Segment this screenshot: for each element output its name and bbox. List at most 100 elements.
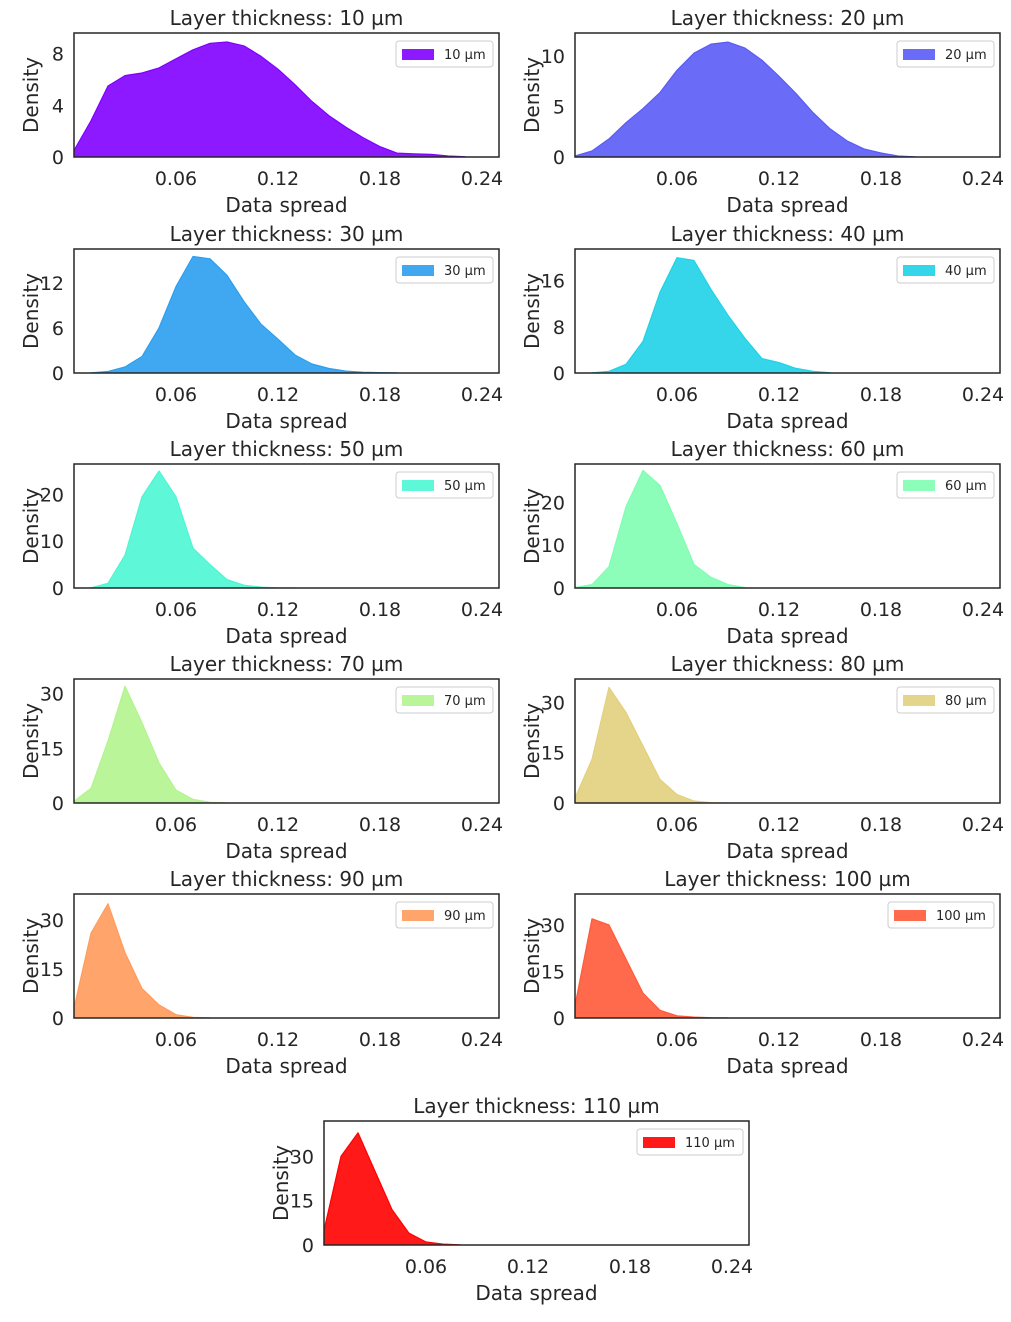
- x-tick-label: 0.06: [405, 1256, 447, 1278]
- density-area: [591, 257, 831, 373]
- x-tick-label: 0.18: [359, 599, 401, 621]
- chart-title: Layer thickness: 20 µm: [671, 6, 905, 30]
- density-area: [575, 918, 729, 1018]
- x-tick-label: 0.18: [860, 168, 902, 190]
- x-axis-label: Data spread: [726, 193, 848, 217]
- x-axis-label: Data spread: [475, 1281, 597, 1305]
- x-tick-label: 0.06: [155, 814, 197, 836]
- axes-frame: [73, 678, 500, 804]
- chart-panel: 0.06 0.12 0.18 0.24 0 15 30 Layer thickness: 11…: [269, 1094, 753, 1305]
- x-tick-label: 0.18: [359, 814, 401, 836]
- y-axis-label: Density: [19, 273, 43, 349]
- chart-title: Layer thickness: 100 µm: [664, 867, 910, 891]
- x-tick-label: 0.12: [758, 384, 800, 406]
- chart-title: Layer thickness: 80 µm: [671, 652, 905, 676]
- y-tick-label: 8: [52, 44, 64, 66]
- density-area: [74, 903, 211, 1018]
- chart-title: Layer thickness: 90 µm: [170, 867, 404, 891]
- x-axis-label: Data spread: [726, 409, 848, 433]
- legend-swatch: [402, 910, 434, 921]
- legend-box: [887, 901, 995, 929]
- y-tick-label: 10: [541, 535, 565, 557]
- y-tick-label: 0: [553, 363, 565, 385]
- legend-swatch: [402, 695, 434, 706]
- axes-frame: [73, 463, 500, 589]
- density-area: [575, 41, 916, 157]
- y-tick-label: 20: [541, 493, 565, 515]
- y-axis-label: Density: [520, 918, 544, 994]
- x-tick-label: 0.18: [359, 1029, 401, 1051]
- density-area: [90, 255, 398, 373]
- x-tick-label: 0.06: [155, 1029, 197, 1051]
- x-tick-label: 0.06: [155, 168, 197, 190]
- x-tick-label: 0.06: [656, 168, 698, 190]
- y-axis-label: Density: [19, 918, 43, 994]
- chart-panel: 0.06 0.12 0.18 0.24 0 15 30 Layer thickness: 10…: [520, 867, 1004, 1078]
- x-tick-label: 0.12: [257, 814, 299, 836]
- x-tick-label: 0.06: [155, 599, 197, 621]
- x-axis-label: Data spread: [225, 409, 347, 433]
- legend-label: 70 µm: [444, 694, 486, 709]
- chart-title: Layer thickness: 70 µm: [170, 652, 404, 676]
- axes-frame: [574, 678, 1001, 804]
- chart-title: Layer thickness: 30 µm: [170, 222, 404, 246]
- legend-swatch: [903, 480, 935, 491]
- y-tick-label: 6: [52, 318, 64, 340]
- x-tick-label: 0.12: [257, 384, 299, 406]
- y-tick-label: 0: [52, 1008, 64, 1030]
- x-tick-label: 0.06: [656, 599, 698, 621]
- legend-swatch: [402, 49, 434, 60]
- chart-title: Layer thickness: 10 µm: [170, 6, 404, 30]
- legend-label: 30 µm: [444, 264, 486, 279]
- axes-frame: [323, 1120, 750, 1246]
- density-area: [324, 1132, 461, 1245]
- legend-label: 50 µm: [444, 479, 486, 494]
- y-tick-label: 0: [553, 793, 565, 815]
- chart-title: Layer thickness: 60 µm: [671, 437, 905, 461]
- y-tick-label: 30: [541, 693, 565, 715]
- y-tick-label: 5: [553, 97, 565, 119]
- x-tick-label: 0.12: [758, 599, 800, 621]
- x-tick-label: 0.24: [461, 1029, 503, 1051]
- y-axis-label: Density: [520, 57, 544, 133]
- x-tick-label: 0.24: [461, 599, 503, 621]
- y-axis-label: Density: [520, 488, 544, 564]
- y-tick-label: 4: [52, 95, 64, 117]
- chart-panel: 0.06 0.12 0.18 0.24 0 15 30 Layer thickness: 90…: [19, 867, 503, 1078]
- x-tick-label: 0.12: [257, 599, 299, 621]
- x-axis-label: Data spread: [726, 624, 848, 648]
- y-tick-label: 0: [52, 363, 64, 385]
- x-tick-label: 0.24: [962, 168, 1004, 190]
- x-tick-label: 0.18: [860, 384, 902, 406]
- x-tick-label: 0.24: [461, 168, 503, 190]
- legend-label: 80 µm: [945, 694, 987, 709]
- axes-frame: [574, 32, 1001, 158]
- x-tick-label: 0.06: [155, 384, 197, 406]
- x-tick-label: 0.18: [860, 814, 902, 836]
- y-tick-label: 15: [40, 959, 64, 981]
- y-tick-label: 30: [290, 1146, 314, 1168]
- x-tick-label: 0.06: [656, 1029, 698, 1051]
- x-tick-label: 0.06: [656, 814, 698, 836]
- y-tick-label: 15: [40, 738, 64, 760]
- x-tick-label: 0.18: [609, 1256, 651, 1278]
- y-tick-label: 10: [541, 46, 565, 68]
- chart-panel: 0.06 0.12 0.18 0.24 0 10 20 Layer thickness: 60…: [520, 437, 1004, 648]
- x-axis-label: Data spread: [726, 839, 848, 863]
- legend-label: 100 µm: [936, 909, 986, 924]
- y-axis-label: Density: [19, 488, 43, 564]
- legend-box: [395, 901, 494, 929]
- y-tick-label: 15: [541, 743, 565, 765]
- x-tick-label: 0.18: [860, 1029, 902, 1051]
- density-area: [74, 685, 228, 803]
- density-area: [575, 686, 729, 803]
- y-tick-label: 0: [553, 147, 565, 169]
- y-tick-label: 30: [40, 910, 64, 932]
- y-tick-label: 30: [541, 915, 565, 937]
- chart-panel: 0.06 0.12 0.18 0.24 0 15 30 Layer thickness: 70…: [19, 652, 503, 863]
- x-axis-label: Data spread: [726, 1054, 848, 1078]
- y-tick-label: 16: [541, 271, 565, 293]
- legend-box: [896, 40, 995, 68]
- legend-box: [395, 256, 494, 284]
